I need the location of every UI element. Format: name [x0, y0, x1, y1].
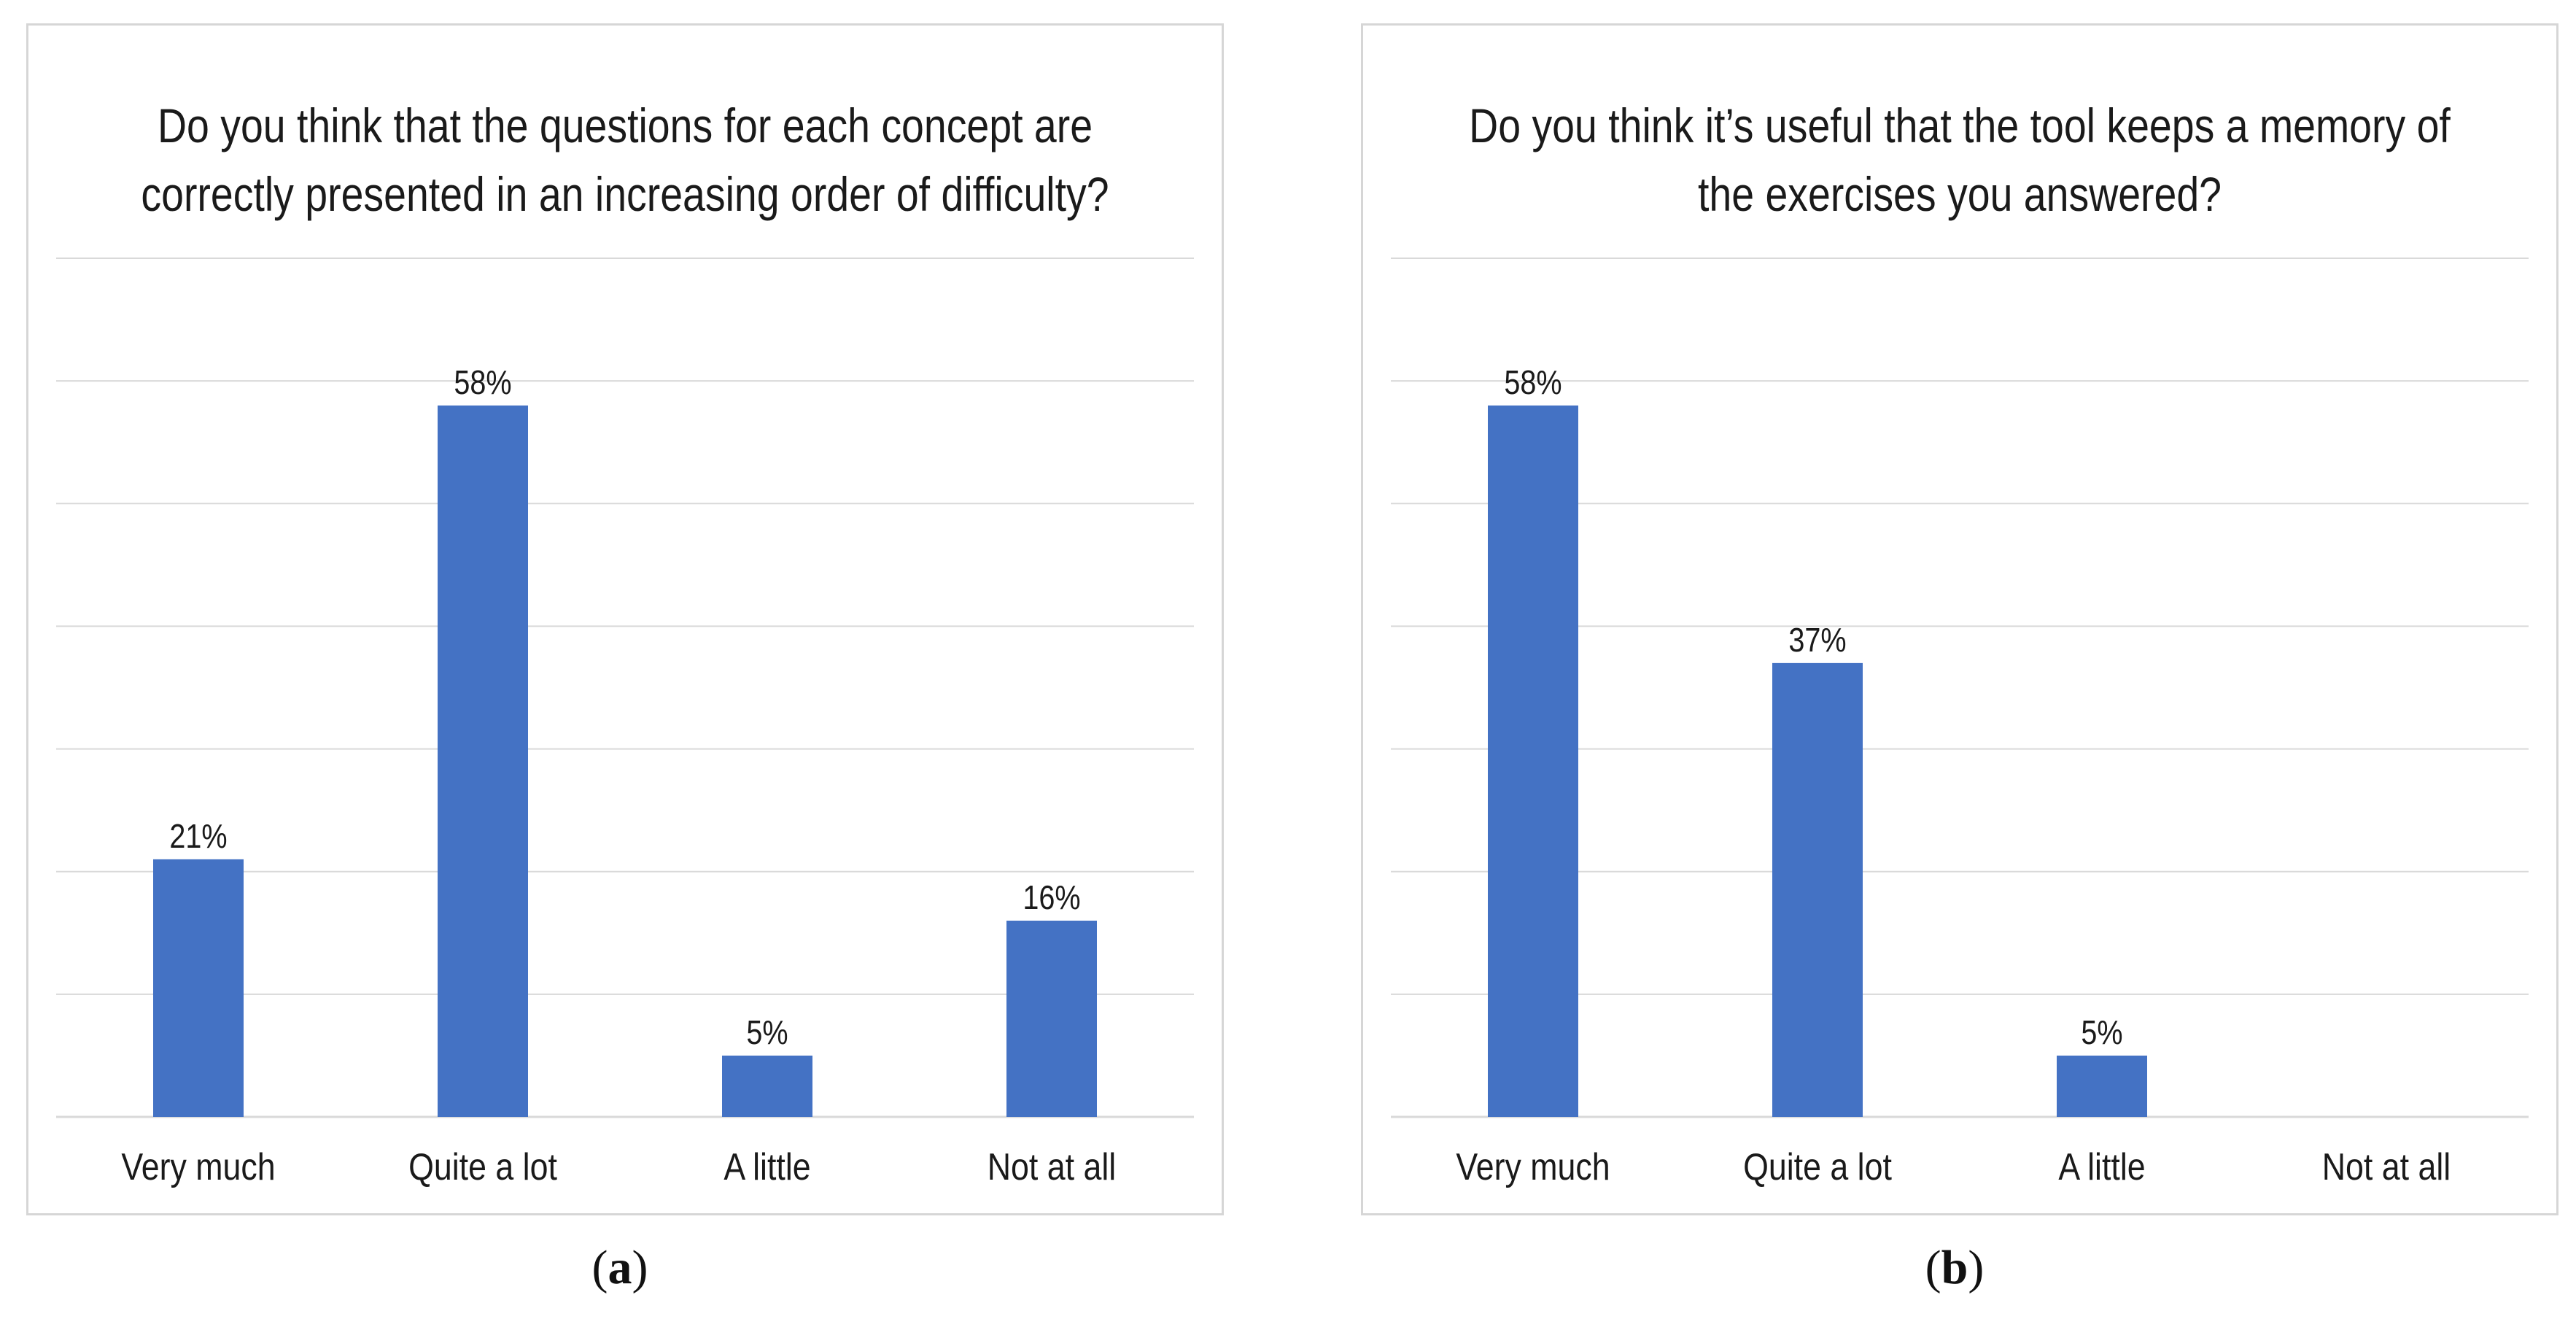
caption-open-paren: (: [591, 1241, 608, 1294]
data-label: 58%: [454, 364, 511, 401]
chart-title: Do you think it’s useful that the tool k…: [1459, 91, 2461, 228]
chart-panel-a: Do you think that the questions for each…: [26, 23, 1224, 1215]
data-label: 37%: [1788, 622, 1846, 659]
chart-title-line-2: correctly presented in an increasing ord…: [141, 167, 1109, 221]
category-label: Not at all: [988, 1146, 1116, 1188]
caption-letter: b: [1941, 1241, 1968, 1294]
bar-chart: 58% Very much 37% Quite a lot 5% A little Not …: [1391, 258, 2529, 1188]
bar: [153, 859, 244, 1117]
data-label: 21%: [169, 818, 227, 855]
caption-letter: a: [608, 1241, 632, 1294]
caption-close-paren: ): [1968, 1241, 1985, 1294]
caption-close-paren: ): [632, 1241, 648, 1294]
data-label: 16%: [1023, 879, 1080, 916]
category-label: A little: [723, 1146, 810, 1188]
bar-chart: 21% Very much 58% Quite a lot 5% A little 16% N…: [56, 258, 1194, 1188]
category-label: A little: [2058, 1146, 2145, 1188]
chart-title-line-1: Do you think it’s useful that the tool k…: [1469, 98, 2451, 152]
data-label: 5%: [2081, 1014, 2122, 1051]
category-label: Quite a lot: [408, 1146, 557, 1188]
chart-title-line-1: Do you think that the questions for each…: [157, 98, 1093, 152]
chart-panel-b: Do you think it’s useful that the tool k…: [1361, 23, 2558, 1215]
category-label: Very much: [1456, 1146, 1610, 1188]
chart-title-line-2: the exercises you answered?: [1697, 167, 2222, 221]
bar: [1006, 920, 1097, 1117]
category-label: Quite a lot: [1743, 1146, 1892, 1188]
chart-title: Do you think that the questions for each…: [124, 91, 1126, 228]
bar: [1772, 662, 1863, 1117]
bar: [722, 1055, 812, 1117]
bar: [438, 405, 528, 1117]
bar: [2057, 1055, 2147, 1117]
category-label: Very much: [121, 1146, 275, 1188]
caption-a: (a): [547, 1240, 693, 1296]
data-label: 5%: [746, 1014, 788, 1051]
category-label: Not at all: [2322, 1146, 2451, 1188]
caption-open-paren: (: [1925, 1241, 1941, 1294]
data-label: 58%: [1504, 364, 1561, 401]
caption-b: (b): [1882, 1240, 2028, 1296]
bar: [1488, 405, 1578, 1117]
